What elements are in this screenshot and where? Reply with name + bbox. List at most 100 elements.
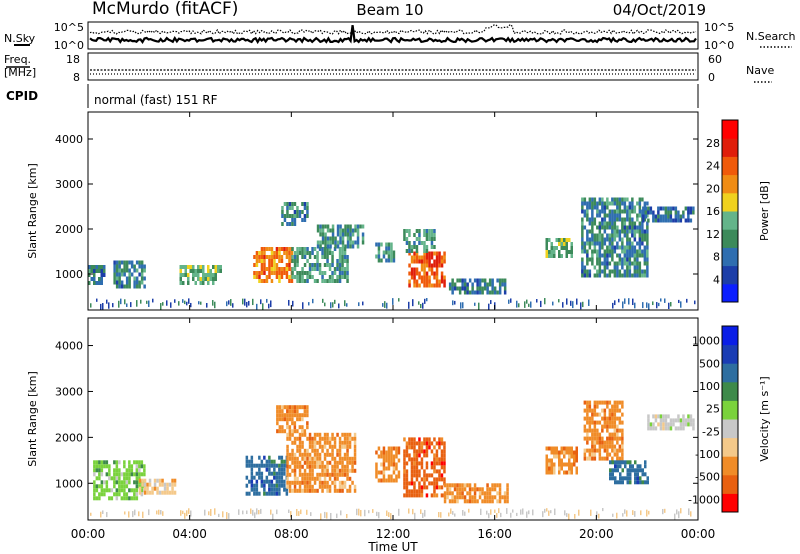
echo-cell — [311, 464, 314, 469]
echo-cell — [662, 214, 665, 219]
echo-cell — [268, 483, 271, 488]
ground-scatter — [420, 303, 422, 309]
echo-cell — [333, 484, 337, 489]
echo-cell — [173, 490, 177, 495]
echo-cell — [296, 259, 299, 263]
echo-cell — [286, 417, 289, 422]
echo-cell — [631, 464, 634, 469]
echo-cell — [270, 483, 274, 488]
ground-scatter — [412, 299, 414, 307]
echo-cell — [253, 483, 256, 488]
ground-scatter — [668, 302, 670, 310]
echo-cell — [173, 478, 177, 483]
echo-cell — [598, 412, 602, 417]
echo-cell — [179, 277, 182, 281]
echo-cell — [303, 456, 307, 461]
echo-cell — [283, 429, 287, 434]
echo-cell — [641, 237, 644, 242]
echo-cell — [283, 405, 287, 410]
echo-cell — [593, 237, 597, 242]
echo-cell — [601, 424, 604, 429]
echo-cell — [616, 468, 619, 473]
echo-cell — [616, 225, 619, 230]
echo-cell — [448, 483, 452, 488]
echo-cell — [118, 460, 121, 465]
echo-cell — [496, 483, 499, 488]
echo-cell — [692, 210, 695, 215]
echo-cell — [588, 273, 592, 278]
ground-scatter — [308, 302, 310, 306]
echo-cell — [611, 237, 614, 242]
echo-cell — [581, 229, 584, 234]
echo-cell — [286, 432, 289, 437]
echo-cell — [291, 413, 294, 418]
echo-cell — [268, 455, 271, 460]
echo-cell — [598, 440, 602, 445]
echo-cell — [608, 452, 612, 457]
echo-cell — [659, 206, 663, 211]
nsky-label: N.Sky — [4, 32, 36, 45]
echo-cell — [415, 457, 419, 462]
echo-cell — [197, 269, 200, 273]
echo-cell — [638, 249, 642, 254]
echo-cell — [598, 400, 602, 405]
echo-cell — [118, 276, 121, 281]
echo-cell — [609, 476, 612, 481]
echo-cell — [253, 255, 256, 259]
echo-cell — [606, 197, 609, 202]
echo-cell — [392, 470, 396, 475]
echo-cell — [275, 271, 279, 275]
echo-cell — [418, 489, 421, 494]
ground-scatter — [170, 302, 172, 308]
echo-cell — [486, 491, 489, 496]
echo-cell — [403, 469, 406, 474]
echo-cell — [303, 255, 307, 259]
echo-cell — [278, 463, 281, 468]
echo-cell — [329, 228, 332, 233]
freq-label-2: [MHz] — [4, 66, 36, 79]
nsky-trace — [89, 25, 697, 45]
echo-cell — [606, 452, 609, 457]
echo-cell — [163, 482, 167, 487]
echo-cell — [333, 488, 337, 493]
echo-cell — [143, 284, 146, 289]
ground-scatter — [640, 510, 642, 516]
echo-cell — [463, 290, 467, 295]
echo-cell — [443, 251, 446, 256]
echo-cell — [321, 251, 324, 255]
echo-cell — [583, 201, 587, 206]
echo-cell — [674, 418, 678, 423]
echo-cell — [466, 499, 469, 504]
echo-cell — [273, 483, 276, 488]
echo-cell — [413, 465, 416, 470]
echo-cell — [481, 487, 484, 492]
echo-cell — [593, 428, 597, 433]
echo-cell — [471, 290, 474, 295]
echo-cell — [626, 233, 629, 238]
echo-cell — [611, 229, 614, 234]
echo-cell — [586, 400, 589, 405]
echo-cell — [313, 255, 317, 259]
echo-cell — [565, 246, 568, 250]
echo-cell — [296, 206, 299, 210]
echo-cell — [100, 488, 104, 493]
ground-scatter — [360, 509, 362, 517]
echo-cell — [606, 245, 609, 250]
echo-cell — [348, 460, 352, 465]
echo-cell — [268, 491, 271, 496]
ground-scatter — [322, 298, 324, 303]
echo-cell — [613, 261, 617, 266]
echo-cell — [293, 263, 297, 267]
echo-cell — [473, 290, 477, 295]
echo-cell — [328, 472, 332, 477]
ground-scatter — [184, 300, 186, 305]
echo-cell — [586, 448, 589, 453]
echo-cell — [161, 482, 164, 487]
echo-cell — [260, 263, 264, 267]
echo-cell — [100, 281, 103, 285]
echo-cell — [596, 261, 599, 266]
echo-cell — [641, 249, 644, 254]
colorbar-segment — [722, 381, 738, 401]
echo-cell — [418, 271, 421, 276]
